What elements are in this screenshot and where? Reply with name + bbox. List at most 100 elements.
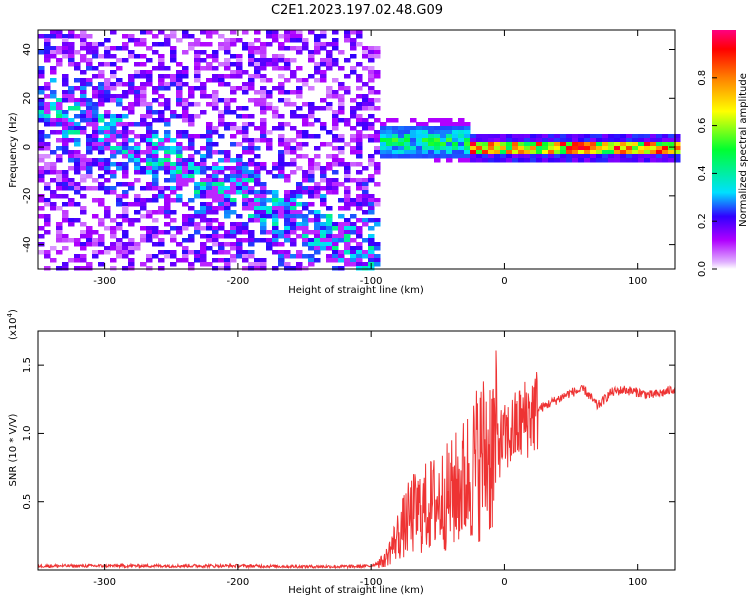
spectrogram-cell xyxy=(308,254,315,259)
spectrogram-cell xyxy=(74,138,81,143)
spectrogram-cell xyxy=(152,218,159,223)
spectrogram-cell xyxy=(272,222,279,227)
spectrogram-cell xyxy=(374,146,381,151)
spectrogram-cell xyxy=(218,78,225,83)
snr-y-multiplier: (x104) xyxy=(6,309,19,340)
spectrogram-cell xyxy=(56,146,63,151)
spectrogram-cell xyxy=(134,170,141,175)
spectrogram-cell xyxy=(254,262,261,267)
spectrogram-cell xyxy=(356,106,363,111)
spectrogram-cell xyxy=(272,226,279,231)
spectrogram-cell xyxy=(134,42,141,47)
spectrogram-cell xyxy=(512,154,519,159)
spectrogram-cell xyxy=(296,182,303,187)
snr-x-ticks: -300 -200 -100 0 100 xyxy=(93,331,647,588)
spectrogram-cell xyxy=(368,154,375,159)
spectrogram-cell xyxy=(296,30,303,35)
spectrogram-cell xyxy=(152,118,159,123)
spectrogram-cell xyxy=(350,114,357,119)
colorbar-tick-label: 0.8 xyxy=(697,70,708,86)
spectrogram-cell xyxy=(296,38,303,43)
spectrogram-cell xyxy=(572,154,579,159)
spectrogram-cell xyxy=(308,258,315,263)
spectrogram-cell xyxy=(122,46,129,51)
spectrogram-cell xyxy=(446,130,453,135)
spectrogram-cell xyxy=(260,222,267,227)
spectrogram-cell xyxy=(284,30,291,35)
spectrogram-cell xyxy=(116,102,123,107)
spectrogram-cell xyxy=(602,142,609,147)
spectrogram-cell xyxy=(344,218,351,223)
spectrogram-cell xyxy=(338,182,345,187)
spectrogram-cell xyxy=(164,86,171,91)
spectrogram-cell xyxy=(248,238,255,243)
spectrogram-cell xyxy=(554,150,561,155)
spectrogram-cell xyxy=(56,114,63,119)
spectrogram-cell xyxy=(470,142,477,147)
spectrogram-cell xyxy=(212,94,219,99)
spectrogram-cell xyxy=(440,126,447,131)
spectrogram-cell xyxy=(374,150,381,155)
spectrogram-cell xyxy=(62,238,69,243)
spectrogram-cell xyxy=(668,146,675,151)
spectrogram-cell xyxy=(152,194,159,199)
spectrogram-cell xyxy=(278,166,285,171)
snr-panel: -300 -200 -100 0 100 0.51.01.5 Height of str… xyxy=(6,309,676,596)
spectrogram-cell xyxy=(284,214,291,219)
spectrogram-cell xyxy=(50,34,57,39)
spectrogram-cell xyxy=(422,130,429,135)
spectrogram-cell xyxy=(86,62,93,67)
spectrogram-cell xyxy=(296,190,303,195)
spectrogram-cell xyxy=(260,66,267,71)
spectrogram-cell xyxy=(590,134,597,139)
spectrogram-cell xyxy=(248,82,255,87)
spectrogram-cell xyxy=(164,102,171,107)
spectrogram-cell xyxy=(356,250,363,255)
spectrogram-cell xyxy=(44,142,51,147)
spectrogram-cell xyxy=(218,158,225,163)
spectrogram-cell xyxy=(182,250,189,255)
spectrogram-cell xyxy=(92,142,99,147)
spectrogram-cell xyxy=(170,174,177,179)
spectrogram-cell xyxy=(356,262,363,267)
spectrogram-cell xyxy=(242,70,249,75)
spectrogram-cell xyxy=(254,46,261,51)
spectrogram-cell xyxy=(236,242,243,247)
spectrogram-cell xyxy=(266,146,273,151)
spectrogram-cell xyxy=(176,186,183,191)
spectrogram-cell xyxy=(656,138,663,143)
spectrogram-cell xyxy=(158,102,165,107)
spectrogram-cell xyxy=(242,146,249,151)
spectrogram-cell xyxy=(248,174,255,179)
spectrogram-cell xyxy=(272,174,279,179)
spectrogram-cell xyxy=(356,150,363,155)
spectrogram-cell xyxy=(122,166,129,171)
spectrogram-cell xyxy=(110,186,117,191)
spectrogram-cell xyxy=(308,194,315,199)
spectrogram-cell xyxy=(98,86,105,91)
spectrogram-cell xyxy=(404,154,411,159)
spectrogram-cell xyxy=(638,146,645,151)
spectrogram-cell xyxy=(566,138,573,143)
spectrogram-cell xyxy=(266,34,273,39)
spectrogram-cell xyxy=(242,174,249,179)
spectrogram-cell xyxy=(296,154,303,159)
spectrogram-cell xyxy=(98,98,105,103)
spectrogram-cell xyxy=(260,86,267,91)
spectrogram-cell xyxy=(314,186,321,191)
spectrogram-cell xyxy=(50,162,57,167)
spectrogram-cell xyxy=(590,158,597,163)
spectrogram-cell xyxy=(98,182,105,187)
colorbar-tick-label: 0.0 xyxy=(697,261,708,277)
spectrogram-cell xyxy=(374,242,381,247)
spectrogram-cell xyxy=(326,258,333,263)
spectrogram-cell xyxy=(122,174,129,179)
spectrogram-cell xyxy=(284,202,291,207)
spectrogram-cell xyxy=(230,226,237,231)
spectrogram-cell xyxy=(68,106,75,111)
spectrogram-cell xyxy=(116,242,123,247)
spectrogram-cell xyxy=(446,118,453,123)
spectrogram-cell xyxy=(98,82,105,87)
spectrogram-cell xyxy=(578,150,585,155)
spectrogram-cell xyxy=(560,154,567,159)
